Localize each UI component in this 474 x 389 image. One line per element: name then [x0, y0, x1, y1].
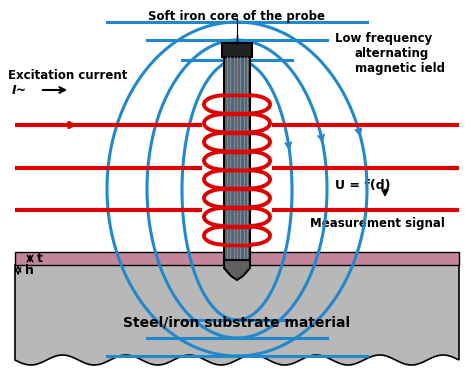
Bar [15, 252, 459, 265]
Polygon shape [15, 265, 459, 365]
Text: Measurement signal: Measurement signal [310, 217, 445, 230]
Text: t: t [37, 252, 43, 265]
Text: Low frequency: Low frequency [335, 32, 432, 44]
Text: U = f(d): U = f(d) [335, 179, 391, 191]
Text: alternating: alternating [355, 47, 429, 60]
Polygon shape [224, 260, 250, 280]
Bar [222, 43, 252, 57]
Text: Excitation current: Excitation current [8, 68, 128, 82]
Bar [224, 55, 250, 260]
Text: h: h [25, 263, 34, 277]
Text: Steel/iron substrate material: Steel/iron substrate material [123, 315, 351, 329]
Text: I~: I~ [12, 84, 27, 96]
Text: Soft iron core of the probe: Soft iron core of the probe [148, 10, 326, 23]
Text: magnetic ield: magnetic ield [355, 61, 445, 75]
